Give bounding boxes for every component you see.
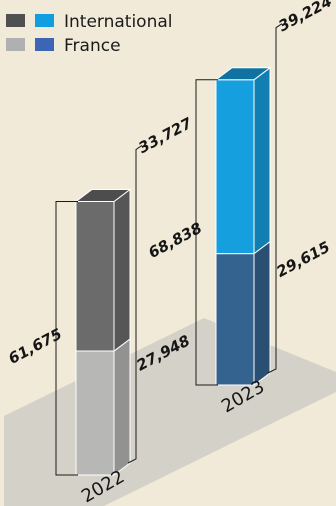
bar-2022-international [75,200,115,352]
legend-swatch-france-2023 [35,38,54,51]
segment-bracket-2023 [267,23,283,374]
legend-label-international: International [64,12,173,32]
bar-2022-france-side [113,338,131,476]
france-label-2023: 29,615 [273,238,333,281]
legend-swatch-international-2023 [35,14,54,27]
segment-bracket-2022 [127,145,143,464]
bar-2023-france-side [253,240,271,386]
legend: International France [6,12,173,56]
legend-swatch-france-2022 [6,38,25,51]
bar-2022-top [74,188,132,202]
bar-2022-international-side [113,188,131,353]
bar-2023-france [215,253,255,386]
bar-2023-international [215,79,255,255]
bar-2022-france [75,350,115,476]
international-label-2022: 33,727 [135,114,195,157]
total-bracket-2022 [55,200,78,476]
bar-2023-international-side [253,66,271,255]
bar-2023-top [214,67,272,81]
legend-swatch-international-2022 [6,14,25,27]
legend-label-france: France [64,36,121,56]
international-label-2023: 39,224 [275,0,335,35]
total-bracket-2023 [195,79,218,386]
